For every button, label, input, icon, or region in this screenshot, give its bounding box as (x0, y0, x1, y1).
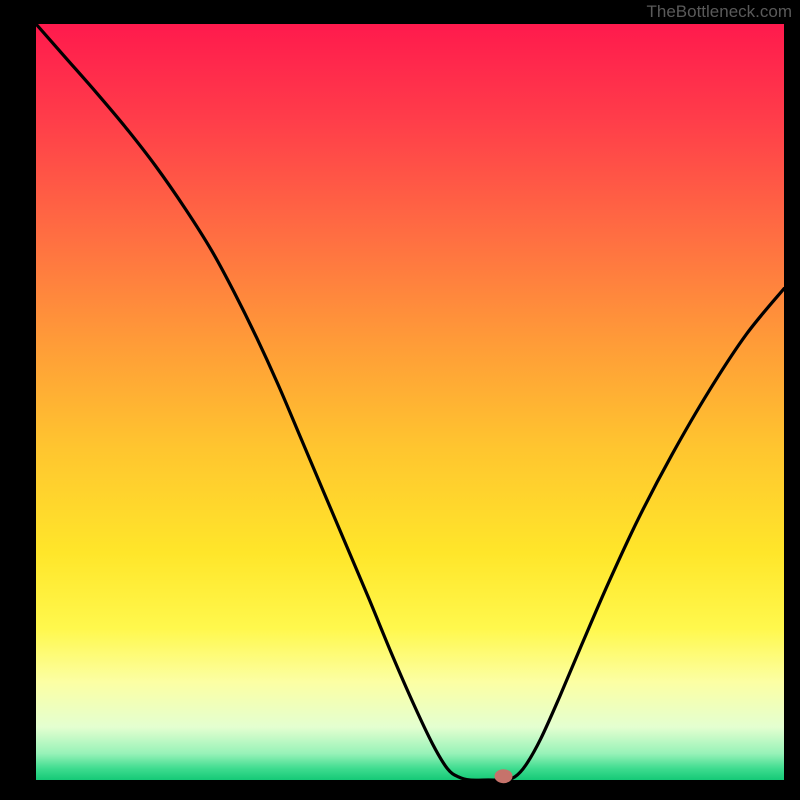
bottleneck-chart (0, 0, 800, 800)
chart-gradient-bg (36, 24, 784, 780)
watermark-text: TheBottleneck.com (646, 2, 792, 22)
optimal-point-marker (495, 769, 513, 783)
chart-svg (0, 0, 800, 800)
